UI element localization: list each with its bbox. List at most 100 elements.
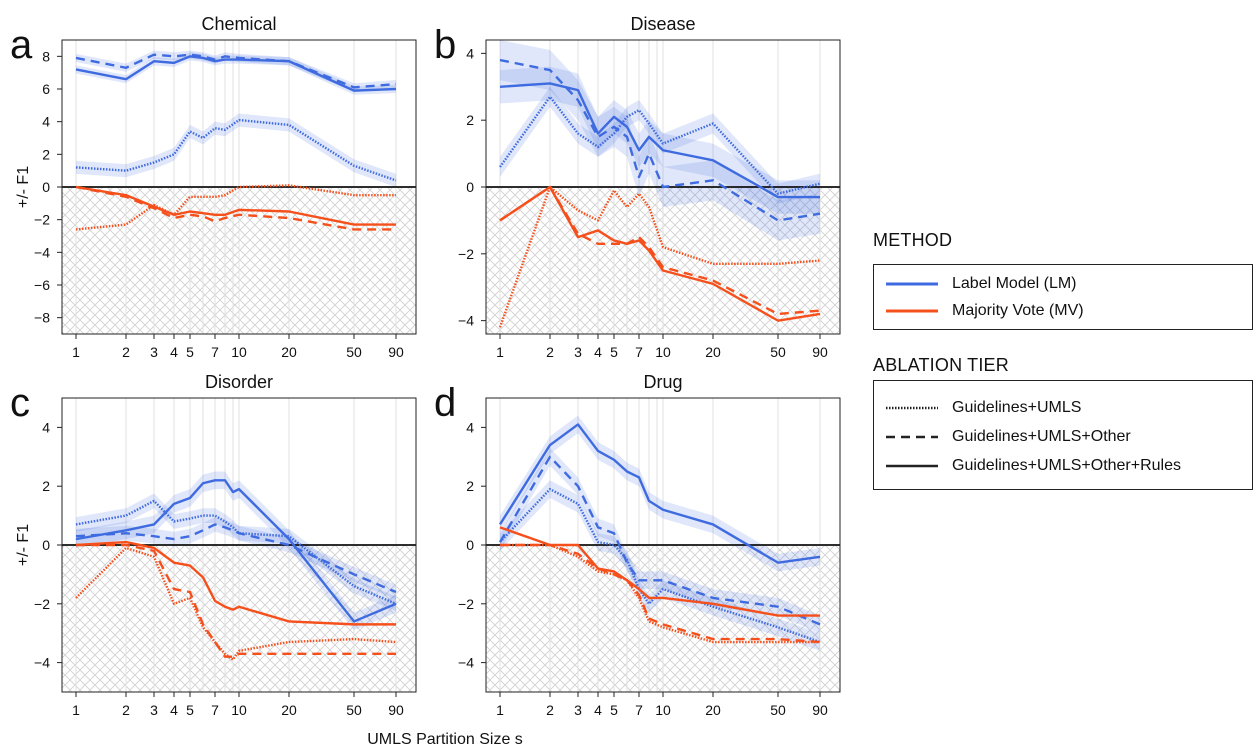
x-tick-label: 10 xyxy=(655,702,671,718)
x-tick-label: 90 xyxy=(812,702,828,718)
x-tick-label: 5 xyxy=(610,344,618,360)
legend-item-dashed: Guidelines+UMLS+Other xyxy=(886,425,1131,449)
y-tick-label: −4 xyxy=(458,313,474,329)
series-mv-guidelines-umls-other xyxy=(499,185,821,316)
x-tick-label: 7 xyxy=(635,344,643,360)
x-tick-label: 50 xyxy=(346,702,362,718)
x-tick-label: 4 xyxy=(170,702,178,718)
y-tick-label: 2 xyxy=(466,112,474,128)
band-lm-guidelines-umls xyxy=(500,86,820,204)
series-lm-guidelines-umls-other xyxy=(498,455,821,626)
y-tick-label: −2 xyxy=(34,596,50,612)
y-tick-label: 2 xyxy=(42,146,50,162)
legend-label-dotted: Guidelines+UMLS xyxy=(952,399,1082,416)
x-tick-label: 10 xyxy=(231,702,247,718)
series-mv-guidelines-umls-other xyxy=(75,185,396,231)
legend-label-solid: Guidelines+UMLS+Other+Rules xyxy=(952,457,1182,474)
solid-line-swatch-icon xyxy=(886,464,938,468)
legend-item-dotted: Guidelines+UMLS xyxy=(886,396,1081,420)
x-tick-label: 4 xyxy=(170,344,178,360)
x-tick-label: 1 xyxy=(496,702,504,718)
band-lm-guidelines-umls-other-rules xyxy=(76,52,396,95)
x-tick-label: 1 xyxy=(496,344,504,360)
x-tick-label: 4 xyxy=(594,344,602,360)
tier-legend: Guidelines+UMLS Guidelines+UMLS+Other Gu… xyxy=(873,380,1253,490)
y-tick-label: 0 xyxy=(42,537,50,553)
mv-line-swatch-icon xyxy=(886,309,938,313)
panel-title: Chemical xyxy=(201,14,276,34)
series-lm-guidelines-umls xyxy=(499,487,821,644)
lm-line-swatch-icon xyxy=(886,282,938,286)
x-tick-label: 2 xyxy=(122,344,130,360)
x-tick-label: 3 xyxy=(150,344,158,360)
method-legend-heading: METHOD xyxy=(873,230,953,250)
legend-label-dashed: Guidelines+UMLS+Other xyxy=(952,428,1131,445)
y-tick-label: −6 xyxy=(34,277,50,293)
x-tick-label: 90 xyxy=(812,344,828,360)
series-mv-guidelines-umls-other-rules xyxy=(75,540,396,626)
x-tick-label: 90 xyxy=(388,702,404,718)
x-tick-label: 2 xyxy=(546,702,554,718)
legend-item-mv: Majority Vote (MV) xyxy=(886,299,1084,323)
x-tick-label: 20 xyxy=(705,702,721,718)
series-mv-guidelines-umls-other-rules xyxy=(499,185,821,322)
y-tick-label: 4 xyxy=(466,419,474,435)
series-lm-guidelines-umls-other-rules xyxy=(499,82,820,199)
x-tick-label: 1 xyxy=(72,702,80,718)
band-lm-guidelines-umls-other-rules xyxy=(76,471,396,631)
y-axis-label: +/- F1 xyxy=(15,524,32,566)
legend-label-mv: Majority Vote (MV) xyxy=(952,302,1084,319)
series-mv-guidelines-umls-other xyxy=(500,543,821,644)
x-tick-label: 20 xyxy=(281,344,297,360)
x-tick-label: 3 xyxy=(574,344,582,360)
series-lm-guidelines-umls xyxy=(75,499,397,605)
y-tick-label: 0 xyxy=(42,179,50,195)
y-tick-label: 4 xyxy=(42,419,50,435)
series-mv-guidelines-umls-other-rules xyxy=(75,185,396,226)
series-mv-guidelines-umls xyxy=(500,543,820,644)
x-tick-label: 5 xyxy=(186,344,194,360)
x-axis-label: UMLS Partition Size s xyxy=(367,731,523,748)
band-lm-guidelines-umls-other xyxy=(500,447,820,634)
x-tick-label: 1 xyxy=(72,344,80,360)
panel-title: Disease xyxy=(630,14,695,34)
x-tick-label: 4 xyxy=(594,702,602,718)
legend-label-lm: Label Model (LM) xyxy=(952,275,1077,292)
series-lm-guidelines-umls-other xyxy=(75,523,397,594)
y-tick-label: 0 xyxy=(466,537,474,553)
y-tick-label: −4 xyxy=(34,655,50,671)
x-tick-label: 5 xyxy=(186,702,194,718)
band-lm-guidelines-umls xyxy=(76,113,396,187)
series-mv-guidelines-umls xyxy=(75,546,397,661)
x-tick-label: 5 xyxy=(610,702,618,718)
x-tick-label: 2 xyxy=(122,702,130,718)
x-tick-label: 90 xyxy=(388,344,404,360)
method-legend: Label Model (LM) Majority Vote (MV) xyxy=(873,264,1253,330)
dotted-line-swatch-icon xyxy=(886,406,938,410)
series-lm-guidelines-umls xyxy=(499,95,821,195)
dashed-line-swatch-icon xyxy=(886,435,938,439)
series-mv-guidelines-umls-other xyxy=(76,543,396,658)
series-lm-guidelines-umls-other xyxy=(499,58,821,222)
x-tick-label: 50 xyxy=(770,344,786,360)
y-tick-label: −2 xyxy=(458,596,474,612)
y-tick-label: −4 xyxy=(458,655,474,671)
y-tick-label: 4 xyxy=(466,45,474,61)
x-tick-label: 10 xyxy=(655,344,671,360)
x-tick-label: 3 xyxy=(574,702,582,718)
series-mv-guidelines-umls xyxy=(75,184,396,231)
x-tick-label: 20 xyxy=(281,702,297,718)
y-tick-label: −2 xyxy=(34,212,50,228)
y-tick-label: 4 xyxy=(42,114,50,130)
panel-title: Drug xyxy=(643,372,682,392)
x-tick-label: 50 xyxy=(770,702,786,718)
series-lm-guidelines-umls xyxy=(75,118,397,182)
y-axis-label: +/- F1 xyxy=(15,166,32,208)
y-tick-label: −2 xyxy=(458,246,474,262)
x-tick-label: 2 xyxy=(546,344,554,360)
y-tick-label: −4 xyxy=(34,244,50,260)
